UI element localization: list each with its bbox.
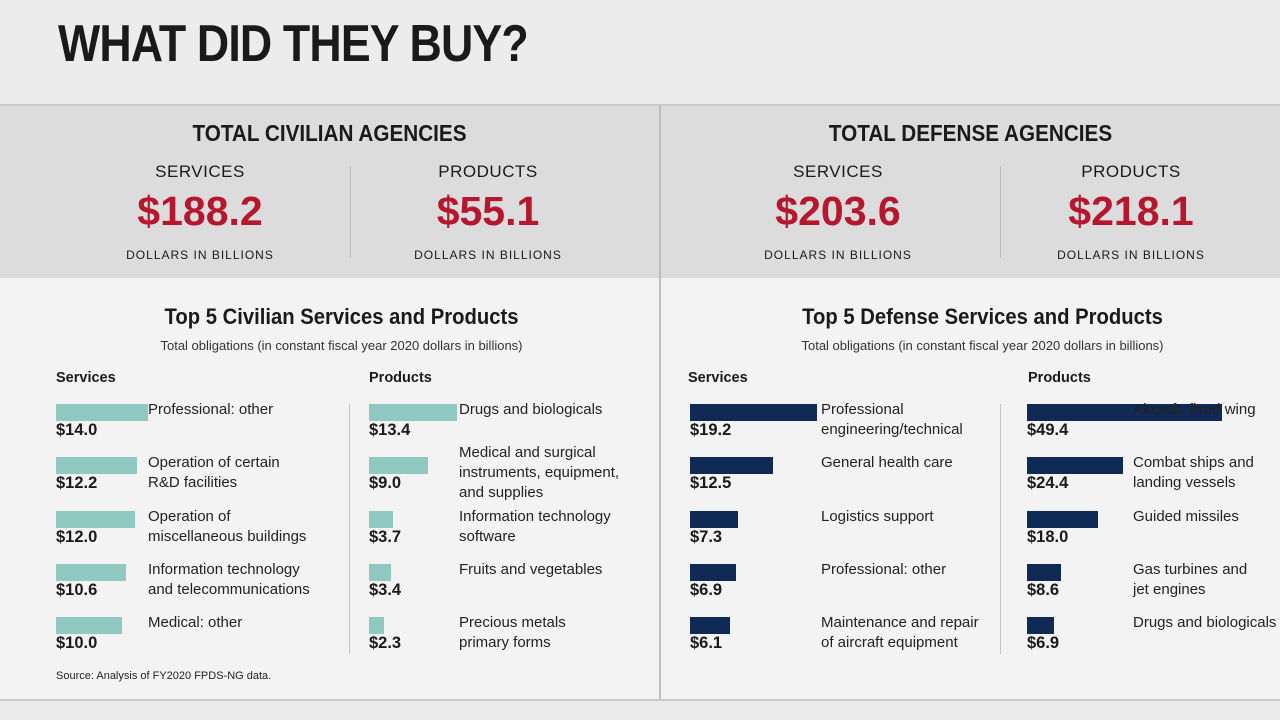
category-label-civilian-services-5: Medical: other <box>148 614 243 631</box>
value-label-civilian-products-2: $9.0 <box>369 474 402 492</box>
bar-defense-products-2 <box>1027 457 1123 474</box>
value-label-defense-services-3: $7.3 <box>690 528 723 546</box>
source-note: Source: Analysis of FY2020 FPDS-NG data. <box>56 670 272 682</box>
value-label-civilian-services-1: $14.0 <box>56 421 98 439</box>
bar-civilian-products-1 <box>369 404 457 421</box>
value-label-defense-products-1: $49.4 <box>1027 421 1069 439</box>
bar-civilian-services-5 <box>56 617 122 634</box>
category-label-defense-products-3: Guided missiles <box>1133 508 1239 525</box>
civilian-top-note: Total obligations (in constant fiscal ye… <box>160 338 523 353</box>
defense-totals-separator <box>1000 166 1001 258</box>
value-label-defense-products-3: $18.0 <box>1027 528 1069 546</box>
civilian-products-total: PRODUCTS $55.1 DOLLARS IN BILLIONS <box>388 162 588 262</box>
category-label-defense-services-1: Professional engineering/technical <box>821 401 963 438</box>
top-divider <box>0 104 1280 106</box>
category-label-civilian-services-3: Operation of miscellaneous buildings <box>148 508 307 545</box>
category-label-defense-services-4: Professional: other <box>821 561 947 578</box>
value-label-defense-products-2: $24.4 <box>1027 474 1069 492</box>
civilian-products-amount: $55.1 <box>436 188 540 234</box>
value-label-defense-services-2: $12.5 <box>690 474 732 492</box>
category-label-defense-services-5: Maintenance and repair of aircraft equipm… <box>821 614 979 651</box>
value-label-defense-services-1: $19.2 <box>690 421 732 439</box>
defense-services-label: SERVICES <box>793 162 883 181</box>
bar-defense-services-5 <box>690 617 730 634</box>
defense-totals: TOTAL DEFENSE AGENCIES SERVICES $203.6 D… <box>661 106 1280 278</box>
civilian-column-separator <box>349 404 350 654</box>
bar-civilian-services-3 <box>56 511 135 528</box>
defense-products-unit: DOLLARS IN BILLIONS <box>1057 248 1205 262</box>
category-label-defense-products-1: Aircraft, fixed wing <box>1133 401 1256 418</box>
defense-services-amount: $203.6 <box>775 188 901 234</box>
value-label-defense-products-5: $6.9 <box>1027 634 1060 652</box>
category-label-defense-products-4: Gas turbines and jet engines <box>1133 561 1248 598</box>
defense-top-title: Top 5 Defense Services and Products <box>802 304 1163 329</box>
civilian-services-amount: $188.2 <box>137 188 263 234</box>
civilian-totals: TOTAL CIVILIAN AGENCIES SERVICES $188.2 … <box>0 106 659 278</box>
value-label-civilian-products-1: $13.4 <box>369 421 411 439</box>
civilian-services-total: SERVICES $188.2 DOLLARS IN BILLIONS <box>100 162 300 262</box>
value-label-civilian-products-5: $2.3 <box>369 634 402 652</box>
value-label-civilian-products-3: $3.7 <box>369 528 402 546</box>
category-label-civilian-products-2: Medical and surgical instruments, equipme… <box>459 444 620 501</box>
category-label-civilian-services-2: Operation of certain R&D facilities <box>148 454 280 491</box>
defense-panel: TOTAL DEFENSE AGENCIES SERVICES $203.6 D… <box>661 106 1280 699</box>
civilian-products-label: PRODUCTS <box>438 162 538 181</box>
civilian-top-title: Top 5 Civilian Services and Products <box>164 304 519 329</box>
value-label-civilian-products-4: $3.4 <box>369 581 402 599</box>
value-label-defense-products-4: $8.6 <box>1027 581 1060 599</box>
value-label-civilian-services-2: $12.2 <box>56 474 98 492</box>
civilian-total-title: TOTAL CIVILIAN AGENCIES <box>192 120 467 146</box>
category-label-civilian-products-5: Precious metals primary forms <box>459 614 566 651</box>
bar-defense-services-4 <box>690 564 736 581</box>
panel-divider <box>659 106 661 699</box>
defense-total-title: TOTAL DEFENSE AGENCIES <box>828 120 1113 146</box>
defense-services-unit: DOLLARS IN BILLIONS <box>764 248 912 262</box>
defense-products-total: PRODUCTS $218.1 DOLLARS IN BILLIONS <box>1031 162 1231 262</box>
category-label-defense-services-3: Logistics support <box>821 508 934 525</box>
page-title: WHAT DID THEY BUY? <box>58 15 529 73</box>
value-label-civilian-services-3: $12.0 <box>56 528 98 546</box>
category-label-civilian-services-1: Professional: other <box>148 401 274 418</box>
defense-top-note: Total obligations (in constant fiscal ye… <box>801 338 1164 353</box>
bar-civilian-services-1 <box>56 404 148 421</box>
defense-services-header: Services <box>688 370 748 386</box>
defense-products-header: Products <box>1028 370 1091 386</box>
bar-defense-services-1 <box>690 404 817 421</box>
bottom-divider <box>0 699 1280 701</box>
civilian-panel: TOTAL CIVILIAN AGENCIES SERVICES $188.2 … <box>0 106 659 699</box>
value-label-defense-services-4: $6.9 <box>690 581 723 599</box>
bar-defense-products-5 <box>1027 617 1054 634</box>
civilian-totals-separator <box>350 166 351 258</box>
bar-civilian-products-4 <box>369 564 391 581</box>
civilian-services-unit: DOLLARS IN BILLIONS <box>126 248 274 262</box>
defense-products-label: PRODUCTS <box>1081 162 1181 181</box>
category-label-defense-products-2: Combat ships and landing vessels <box>1133 454 1254 491</box>
bar-defense-products-4 <box>1027 564 1061 581</box>
category-label-defense-products-5: Drugs and biologicals <box>1133 614 1277 631</box>
bar-civilian-services-4 <box>56 564 126 581</box>
bar-defense-services-3 <box>690 511 738 528</box>
category-label-civilian-services-4: Information technology and telecommunicat… <box>148 561 310 598</box>
bar-defense-products-1 <box>1027 404 1222 421</box>
defense-services-total: SERVICES $203.6 DOLLARS IN BILLIONS <box>738 162 938 262</box>
bar-defense-services-2 <box>690 457 773 474</box>
civilian-services-label: SERVICES <box>155 162 245 181</box>
civilian-products-unit: DOLLARS IN BILLIONS <box>414 248 562 262</box>
bar-civilian-products-2 <box>369 457 428 474</box>
civilian-services-header: Services <box>56 370 116 386</box>
value-label-civilian-services-5: $10.0 <box>56 634 98 652</box>
category-label-civilian-products-3: Information technology software <box>459 508 611 545</box>
civilian-products-header: Products <box>369 370 432 386</box>
bar-civilian-products-5 <box>369 617 384 634</box>
defense-products-amount: $218.1 <box>1068 188 1194 234</box>
defense-column-separator <box>1000 404 1001 654</box>
value-label-civilian-services-4: $10.6 <box>56 581 98 599</box>
category-label-civilian-products-1: Drugs and biologicals <box>459 401 603 418</box>
category-label-defense-services-2: General health care <box>821 454 953 471</box>
value-label-defense-services-5: $6.1 <box>690 634 723 652</box>
bar-defense-products-3 <box>1027 511 1098 528</box>
bar-civilian-products-3 <box>369 511 393 528</box>
bar-civilian-services-2 <box>56 457 137 474</box>
category-label-civilian-products-4: Fruits and vegetables <box>459 561 603 578</box>
